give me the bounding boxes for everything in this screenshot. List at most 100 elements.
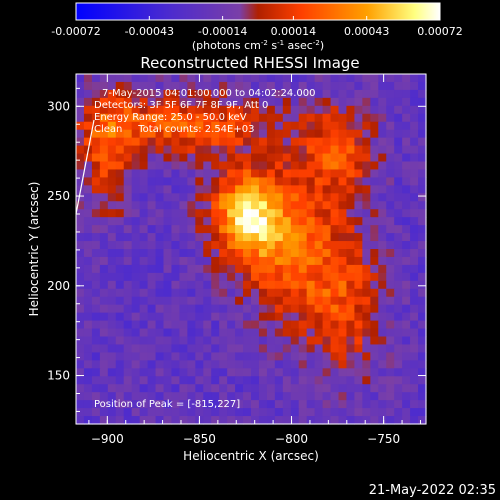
heatmap-cell (107, 241, 117, 250)
heatmap-cell (362, 256, 371, 266)
heatmap-cell (195, 296, 204, 306)
heatmap-cell (171, 280, 180, 290)
heatmap-cell (251, 384, 260, 393)
heatmap-cell (227, 320, 236, 330)
heatmap-cell (322, 296, 332, 306)
heatmap-cell (131, 201, 141, 210)
heatmap-cell (243, 185, 252, 194)
heatmap-cell (306, 193, 316, 202)
heatmap-cell (418, 185, 427, 194)
heatmap-cell (163, 416, 173, 425)
heatmap-cell (243, 249, 252, 258)
heatmap-cell (338, 296, 348, 306)
heatmap-cell (394, 241, 403, 250)
heatmap-cell (394, 121, 403, 131)
heatmap-cell (298, 121, 308, 131)
heatmap-cell (386, 249, 395, 258)
heatmap-cell (386, 97, 395, 107)
heatmap-cell (123, 392, 133, 401)
heatmap-cell (354, 360, 363, 369)
heatmap-cell (410, 145, 419, 155)
heatmap-cell (338, 368, 348, 377)
heatmap-cell (91, 145, 101, 155)
heatmap-cell (219, 304, 228, 314)
heatmap-cell (171, 153, 180, 163)
heatmap-cell (418, 296, 427, 306)
heatmap-cell (386, 145, 395, 155)
heatmap-cell (362, 368, 371, 377)
heatmap-cell (243, 137, 252, 147)
heatmap-cell (354, 74, 363, 83)
heatmap-cell (394, 249, 403, 258)
heatmap-cell (139, 177, 149, 186)
heatmap-cell (378, 113, 387, 123)
heatmap-cell (322, 312, 332, 322)
heatmap-cell (107, 352, 117, 361)
heatmap-cell (282, 280, 292, 290)
heatmap-cell (147, 328, 157, 338)
heatmap-cell (402, 249, 411, 258)
heatmap-cell (83, 320, 93, 330)
heatmap-cell (251, 256, 260, 266)
heatmap-cell (298, 145, 308, 155)
heatmap-cell (131, 217, 141, 226)
heatmap-cell (99, 177, 109, 186)
heatmap-cell (91, 312, 101, 322)
heatmap-cell (171, 328, 180, 338)
heatmap-cell (251, 81, 260, 91)
peak-position-label: Position of Peak = [-815,227] (94, 399, 240, 410)
heatmap-cell (195, 233, 204, 242)
heatmap-cell (187, 161, 196, 171)
heatmap-cell (378, 264, 387, 274)
heatmap-cell (115, 392, 125, 401)
heatmap-cell (203, 169, 212, 178)
heatmap-cell (163, 209, 173, 218)
heatmap-cell (99, 328, 109, 338)
heatmap-cell (298, 264, 308, 274)
heatmap-cell (418, 145, 427, 155)
heatmap-cell (147, 217, 157, 226)
heatmap-cell (171, 74, 180, 83)
heatmap-cell (314, 392, 324, 401)
heatmap-cell (123, 312, 133, 322)
heatmap-cell (274, 296, 284, 306)
heatmap-cell (330, 129, 340, 139)
heatmap-cell (115, 328, 125, 338)
heatmap-cell (338, 169, 348, 178)
heatmap-cell (155, 105, 165, 115)
heatmap-cell (107, 392, 117, 401)
heatmap-cell (298, 233, 308, 242)
heatmap-cell (322, 145, 332, 155)
heatmap-cell (211, 217, 220, 226)
heatmap-cell (155, 113, 165, 123)
heatmap-cell (258, 137, 268, 147)
heatmap-cell (76, 217, 85, 226)
heatmap-cell (107, 113, 117, 123)
heatmap-cell (274, 352, 284, 361)
heatmap-cell (91, 113, 101, 123)
heatmap-cell (219, 129, 228, 139)
heatmap-cell (258, 74, 268, 83)
heatmap-cell (123, 241, 133, 250)
heatmap-cell (147, 153, 157, 163)
heatmap-cell (266, 97, 276, 107)
heatmap-cell (290, 256, 300, 266)
heatmap-cell (402, 320, 411, 330)
heatmap-cell (251, 336, 260, 346)
heatmap-cell (251, 105, 260, 115)
heatmap-cell (282, 408, 292, 417)
heatmap-cell (211, 129, 220, 139)
heatmap-cell (386, 177, 395, 186)
heatmap-cell (171, 320, 180, 330)
heatmap-cell (338, 249, 348, 258)
heatmap-cell (322, 256, 332, 266)
heatmap-cell (115, 241, 125, 250)
heatmap-cell (282, 193, 292, 202)
heatmap-cell (203, 233, 212, 242)
heatmap-cell (219, 225, 228, 234)
heatmap-cell (378, 225, 387, 234)
heatmap-cell (139, 161, 149, 171)
heatmap-cell (266, 217, 276, 226)
